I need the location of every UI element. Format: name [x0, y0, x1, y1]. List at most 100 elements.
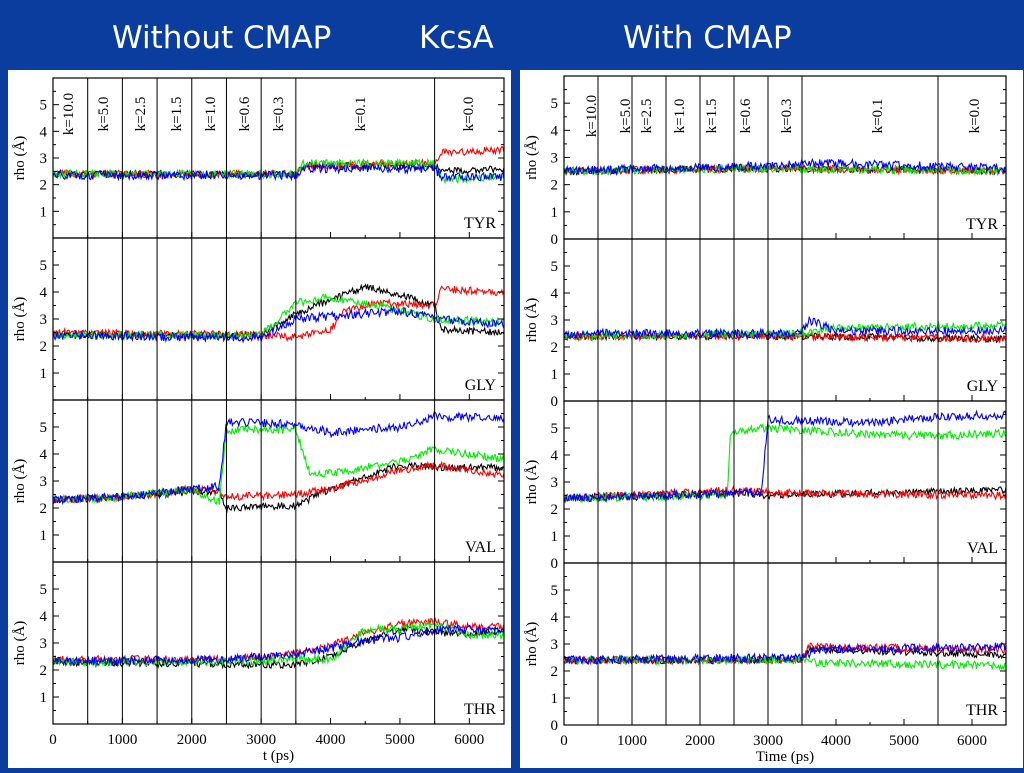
y-axis-label: rho (Å) — [12, 459, 28, 504]
y-tick-label: 2 — [551, 664, 559, 680]
y-axis-label: rho (Å) — [12, 136, 28, 181]
y-axis-label: rho (Å) — [524, 135, 540, 180]
plot-frame — [52, 561, 505, 725]
title-kcsa: KcsA — [419, 20, 494, 56]
plot-frame — [563, 400, 1007, 564]
series-line — [563, 409, 1007, 503]
window-label: k=1.0 — [203, 97, 219, 132]
series-line — [52, 157, 505, 185]
window-label: k=10.0 — [584, 95, 600, 137]
subplot-name-label: THR — [464, 701, 496, 718]
x-tick-label: 4000 — [821, 733, 851, 749]
y-tick-label: 1 — [551, 691, 559, 707]
y-tick-label: 2 — [551, 340, 559, 356]
y-tick-label: 3 — [40, 151, 48, 167]
window-label: k=5.0 — [618, 99, 634, 134]
y-tick-label: 5 — [40, 258, 48, 274]
subplot-tyr: 1 2 3 4 5 rho (Å) TYR k=10.0 k=5.0 k=2.5 k=1.5 k=1.… — [12, 77, 505, 239]
y-tick-label: 1 — [40, 204, 48, 220]
y-tick-label: 3 — [551, 475, 559, 491]
y-tick-label: 2 — [551, 178, 559, 194]
subplot-name-label: THR — [966, 702, 998, 719]
subplot-thr: 1 2 3 4 5 rho (Å) THR — [12, 561, 505, 725]
series-line — [52, 618, 505, 668]
y-axis-label: rho (Å) — [524, 622, 540, 667]
window-label: k=10.0 — [61, 93, 77, 135]
subplot-name-label: VAL — [465, 539, 496, 556]
x-axis-label: t (ps) — [263, 748, 294, 764]
x-tick-label: 5000 — [889, 733, 919, 749]
subplot-val: 0 1 2 3 4 5 rho (Å) VAL — [524, 400, 1007, 572]
subplot-tyr: 0 1 2 3 4 5 rho (Å) TYR k=10.0 k=5.0 k=2.5 k=1.0 k=1… — [524, 75, 1007, 248]
y-tick-label: 4 — [40, 285, 48, 301]
chart-with-cmap: 0 1 2 3 4 5 rho (Å) TYR k=10.0 k=5.0 k=2.5 k=1.0 k=1… — [524, 75, 1007, 765]
plot-frame — [563, 562, 1007, 726]
window-label: k=0.1 — [353, 97, 369, 132]
series-line — [563, 157, 1007, 177]
subplot-gly: 1 2 3 4 5 rho (Å) GLY — [12, 237, 505, 401]
subplot-name-label: GLY — [967, 378, 999, 395]
y-tick-label: 0 — [551, 394, 559, 410]
series-line — [52, 305, 505, 344]
series-line — [52, 460, 505, 504]
y-tick-label: 3 — [40, 636, 48, 652]
window-label: k=0.0 — [967, 99, 983, 134]
y-axis-label: rho (Å) — [12, 297, 28, 342]
series-line — [52, 423, 505, 506]
subplot-name-label: TYR — [966, 216, 998, 233]
x-tick-label: 6000 — [454, 732, 484, 748]
y-axis-label: rho (Å) — [524, 460, 540, 505]
window-label: k=0.1 — [870, 99, 886, 134]
window-label: k=0.6 — [237, 96, 253, 131]
y-tick-label: 1 — [551, 367, 559, 383]
window-label: k=5.0 — [96, 97, 112, 132]
x-axis-label: Time (ps) — [756, 749, 814, 765]
y-tick-label: 1 — [40, 528, 48, 544]
y-tick-label: 4 — [551, 610, 559, 626]
title-without-cmap: Without CMAP — [112, 20, 332, 56]
y-tick-label: 1 — [551, 529, 559, 545]
window-label: k=0.3 — [271, 97, 287, 132]
y-tick-label: 1 — [40, 366, 48, 382]
series-line — [52, 617, 505, 665]
x-tick-label: 3000 — [753, 733, 783, 749]
plot-frame — [563, 238, 1007, 402]
y-tick-label: 1 — [40, 690, 48, 706]
y-tick-label: 2 — [40, 339, 48, 355]
x-tick-label: 6000 — [957, 733, 987, 749]
x-tick-label: 5000 — [385, 732, 415, 748]
y-tick-label: 2 — [551, 502, 559, 518]
y-tick-label: 5 — [40, 420, 48, 436]
y-tick-label: 5 — [40, 582, 48, 598]
y-tick-label: 3 — [551, 151, 559, 167]
x-tick-label: 2000 — [685, 733, 715, 749]
chart-panel-with-cmap: 0 1 2 3 4 5 rho (Å) TYR k=10.0 k=5.0 k=2.5 k=1.0 k=1… — [520, 70, 1023, 768]
subplot-name-label: VAL — [967, 540, 998, 557]
y-tick-label: 4 — [40, 609, 48, 625]
y-tick-label: 3 — [40, 312, 48, 328]
x-tick-label: 3000 — [246, 732, 276, 748]
series-line — [563, 641, 1007, 666]
title-with-cmap: With CMAP — [623, 20, 792, 56]
subplot-name-label: TYR — [464, 215, 496, 232]
window-label: k=0.0 — [461, 97, 477, 132]
subplot-name-label: GLY — [465, 377, 497, 394]
window-label: k=1.5 — [169, 97, 185, 132]
y-tick-label: 4 — [40, 124, 48, 140]
window-label: k=0.6 — [738, 98, 754, 133]
window-label: k=1.5 — [704, 99, 720, 134]
y-tick-label: 0 — [551, 718, 559, 734]
y-tick-label: 4 — [40, 447, 48, 463]
y-tick-label: 3 — [551, 637, 559, 653]
series-line — [52, 163, 505, 183]
y-tick-label: 0 — [551, 232, 559, 248]
y-tick-label: 2 — [40, 178, 48, 194]
y-tick-label: 4 — [551, 123, 559, 139]
y-tick-label: 3 — [40, 474, 48, 490]
y-tick-label: 0 — [551, 556, 559, 572]
y-tick-label: 5 — [40, 98, 48, 114]
window-label: k=2.5 — [639, 99, 655, 134]
series-line — [563, 654, 1007, 672]
x-tick-label: 1000 — [617, 733, 647, 749]
subplot-gly: 0 1 2 3 4 5 rho (Å) GLY — [524, 238, 1007, 410]
